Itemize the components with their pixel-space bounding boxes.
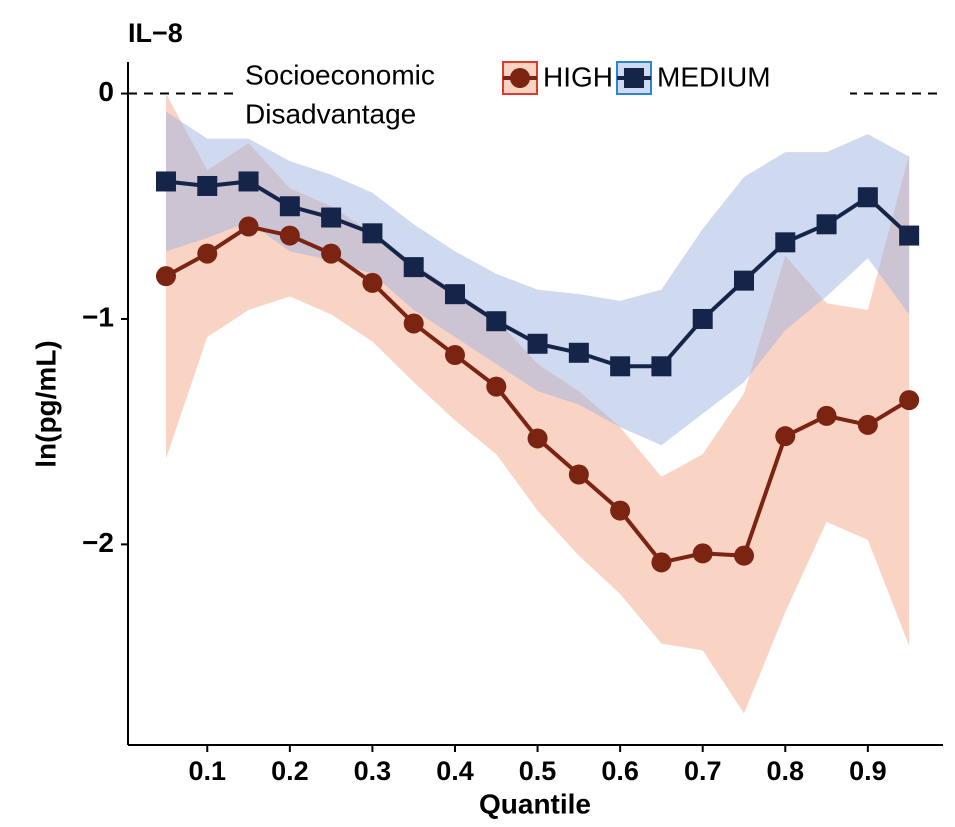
x-tick-label: 0.2	[271, 756, 309, 786]
x-tick-label: 0.5	[519, 756, 557, 786]
point	[362, 272, 383, 293]
point	[444, 345, 465, 366]
point	[155, 266, 176, 287]
point	[486, 311, 507, 332]
point	[444, 284, 465, 305]
point	[403, 313, 424, 334]
point	[775, 426, 796, 447]
legend-background	[238, 60, 850, 132]
point	[775, 232, 796, 253]
x-tick-label: 0.8	[767, 756, 805, 786]
point	[816, 405, 837, 426]
legend-marker	[510, 68, 530, 88]
point	[238, 216, 259, 237]
point	[610, 356, 631, 377]
point	[362, 223, 383, 244]
legend: Socioeconomic Disadvantage HIGH MEDIUM	[238, 59, 850, 132]
chart-title: IL−8	[128, 18, 183, 48]
point	[155, 171, 176, 192]
x-tick-label: 0.3	[354, 756, 392, 786]
point	[733, 270, 754, 291]
confidence-band	[165, 111, 910, 446]
point	[651, 552, 672, 573]
x-tick-label: 0.4	[436, 756, 474, 786]
y-tick-label: −1	[82, 301, 114, 332]
y-tick-label: −2	[82, 527, 114, 558]
point	[899, 225, 920, 246]
legend-label: MEDIUM	[657, 61, 771, 92]
y-tick-label: 0	[98, 76, 114, 107]
x-tick-label: 0.6	[601, 756, 639, 786]
y-axis-title: ln(pg/mL)	[30, 340, 61, 468]
point	[568, 464, 589, 485]
x-tick-label: 0.9	[849, 756, 887, 786]
point	[279, 196, 300, 217]
point	[692, 543, 713, 564]
point	[651, 356, 672, 377]
point	[486, 376, 507, 397]
x-tick-label: 0.1	[188, 756, 226, 786]
point	[857, 187, 878, 208]
point	[403, 257, 424, 278]
point	[279, 225, 300, 246]
legend-label: HIGH	[543, 61, 613, 92]
point	[197, 175, 218, 196]
point	[197, 243, 218, 264]
point	[321, 243, 342, 264]
point	[692, 308, 713, 329]
point	[527, 333, 548, 354]
point	[733, 545, 754, 566]
point	[816, 214, 837, 235]
point	[899, 390, 920, 411]
x-tick-label: 0.7	[684, 756, 722, 786]
point	[238, 171, 259, 192]
point	[321, 207, 342, 228]
x-axis-title: Quantile	[479, 788, 591, 819]
point	[857, 414, 878, 435]
point	[568, 342, 589, 363]
legend-marker	[624, 68, 644, 88]
point	[527, 428, 548, 449]
legend-title: Disadvantage	[245, 98, 416, 129]
legend-title: Socioeconomic	[245, 59, 435, 90]
point	[610, 500, 631, 521]
